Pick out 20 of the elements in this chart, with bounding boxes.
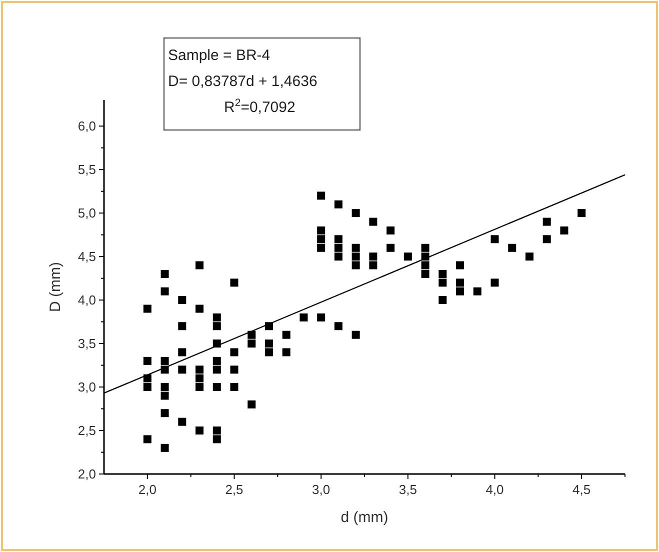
x-tick-label: 4,5 bbox=[572, 482, 591, 497]
x-tick-label: 2,5 bbox=[225, 482, 244, 497]
y-tick-label: 2,5 bbox=[78, 423, 96, 438]
y-tick-label: 4,5 bbox=[78, 249, 96, 264]
text: Sample = BR-4 bbox=[168, 47, 270, 64]
y-tick-label: 2,0 bbox=[78, 466, 96, 482]
x-tick-label: 4,0 bbox=[486, 482, 504, 497]
x-axis-title: d (mm) bbox=[340, 509, 388, 526]
y-tick-label: 3,5 bbox=[78, 336, 96, 352]
x-tick-label: 2,0 bbox=[138, 482, 156, 497]
annotation: R$^{2}$=0,7092 bbox=[224, 97, 296, 116]
text: D= 0,83787d + 1,4636 bbox=[168, 73, 318, 90]
x-tick-label: 3,0 bbox=[312, 482, 330, 497]
y-tick-label: 5,5 bbox=[78, 162, 96, 178]
y-tick-label: 3,0 bbox=[78, 380, 96, 395]
y-tick-label: 4,0 bbox=[78, 292, 96, 308]
y-tick-label: 6,0 bbox=[78, 118, 96, 134]
y-axis-title: D (mm) bbox=[47, 262, 64, 312]
y-tick-label: 5,0 bbox=[78, 206, 96, 221]
x-tick-label: 3,5 bbox=[398, 482, 417, 497]
